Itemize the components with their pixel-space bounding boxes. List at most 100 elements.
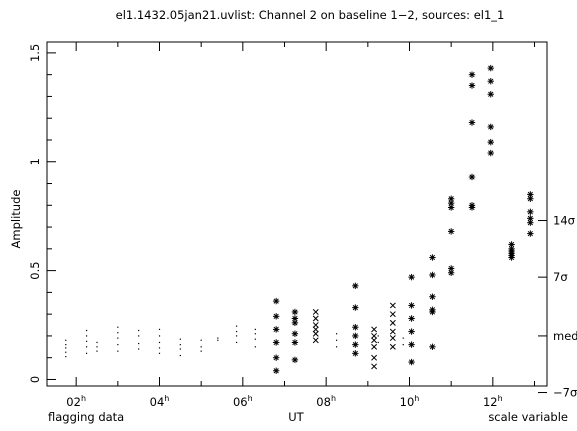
data-point-cross: [312, 315, 319, 322]
cross-stroke: [389, 328, 396, 335]
right-scale-label: 14σ: [553, 214, 575, 228]
y-tick-label: 0: [28, 376, 42, 383]
data-point-cross: [312, 309, 319, 315]
data-point-dot: [138, 329, 140, 332]
asterisk-stroke: [469, 119, 475, 126]
data-point-dot: [179, 338, 181, 340]
cross-stroke: [389, 343, 396, 350]
data-point-asterisk: [272, 297, 280, 305]
asterisk-stroke: [508, 246, 515, 252]
data-point-dot: [200, 350, 202, 352]
data-point-cross: [312, 326, 319, 333]
asterisk-stroke: [527, 196, 533, 202]
asterisk-stroke: [429, 294, 436, 300]
data-point-dot: [96, 346, 98, 348]
asterisk-stroke: [488, 78, 494, 84]
data-point-asterisk: [487, 77, 494, 85]
cross-stroke: [312, 309, 319, 315]
data-point-asterisk: [352, 332, 359, 340]
data-point-dot: [138, 335, 140, 337]
plot-frame: [46, 41, 548, 387]
data-point-asterisk: [272, 313, 280, 320]
data-point-asterisk: [272, 354, 280, 361]
asterisk-stroke: [488, 91, 494, 97]
data-point-cross: [371, 354, 378, 361]
data-point-asterisk: [468, 119, 476, 126]
asterisk-stroke: [429, 344, 436, 350]
data-point-asterisk: [291, 356, 299, 364]
asterisk-stroke: [408, 342, 415, 348]
asterisk-stroke: [469, 174, 475, 180]
asterisk-stroke: [527, 215, 533, 221]
data-point-dot: [117, 350, 119, 352]
data-point-asterisk: [408, 341, 415, 348]
asterisk-stroke: [527, 209, 533, 215]
data-point-asterisk: [352, 341, 359, 348]
asterisk-stroke: [408, 302, 415, 309]
data-point-dot: [217, 339, 219, 341]
asterisk-stroke: [292, 357, 298, 363]
right-scale-label: 7σ: [553, 270, 568, 284]
data-point-asterisk: [468, 82, 476, 89]
data-point-dot: [158, 328, 161, 330]
asterisk-stroke: [273, 355, 279, 361]
cross-stroke: [389, 311, 396, 318]
asterisk-stroke: [527, 230, 533, 237]
x-tick-label: 04h: [150, 394, 170, 409]
data-point-asterisk: [527, 215, 534, 222]
data-point-dot: [235, 330, 238, 333]
cross-stroke: [389, 335, 396, 342]
data-point-asterisk: [468, 71, 476, 78]
cross-stroke: [312, 322, 319, 328]
data-point-asterisk: [447, 195, 455, 202]
data-point-dot: [138, 348, 140, 350]
data-point-asterisk: [429, 306, 436, 313]
data-point-dot: [158, 352, 161, 354]
data-points: [65, 64, 534, 374]
y-tick-label: 1.5: [28, 44, 42, 62]
data-point-dot: [117, 326, 119, 328]
asterisk-stroke: [448, 270, 454, 276]
asterisk-stroke: [273, 368, 279, 374]
cross-stroke: [371, 326, 378, 333]
data-point-dot: [335, 339, 338, 341]
data-point-asterisk: [487, 149, 494, 157]
data-point-dot: [254, 333, 256, 335]
data-point-dot: [335, 333, 338, 335]
data-point-cross: [371, 332, 378, 339]
data-point-dot: [254, 346, 256, 348]
data-point-asterisk: [447, 265, 455, 272]
data-point-cross: [389, 328, 396, 335]
asterisk-stroke: [352, 305, 358, 311]
x-tick-label: 02h: [66, 394, 86, 409]
data-point-dot: [158, 347, 161, 349]
data-point-dot: [235, 341, 238, 344]
data-point-asterisk: [429, 343, 436, 351]
data-point-dot: [96, 350, 98, 352]
data-point-asterisk: [487, 123, 494, 131]
data-point-cross: [371, 337, 378, 344]
data-point-asterisk: [408, 273, 415, 281]
asterisk-stroke: [448, 196, 454, 202]
asterisk-stroke: [273, 313, 279, 319]
data-point-asterisk: [408, 328, 415, 335]
data-point-dot: [85, 335, 88, 337]
data-point-dot: [179, 344, 181, 346]
data-point-cross: [389, 302, 396, 309]
data-point-dot: [179, 348, 181, 350]
data-point-dot: [179, 354, 181, 357]
data-point-dot: [65, 351, 67, 353]
asterisk-stroke: [448, 265, 454, 272]
data-point-cross: [312, 330, 319, 337]
data-point-asterisk: [487, 91, 494, 98]
cross-stroke: [371, 337, 378, 344]
data-point-asterisk: [429, 293, 436, 300]
data-point-cross: [389, 319, 396, 326]
data-point-asterisk: [527, 230, 534, 237]
asterisk-stroke: [408, 315, 415, 322]
data-point-dot: [117, 337, 119, 339]
right-scale-label: −7σ: [553, 386, 577, 400]
asterisk-stroke: [429, 254, 436, 261]
data-point-dot: [335, 346, 338, 348]
data-point-asterisk: [352, 304, 359, 311]
